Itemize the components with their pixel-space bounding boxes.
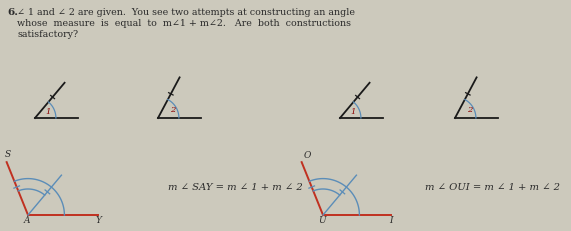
Text: A: A — [24, 216, 30, 225]
Text: Y: Y — [96, 216, 102, 225]
Text: U: U — [318, 216, 325, 225]
Text: O: O — [304, 151, 311, 160]
Text: 2: 2 — [170, 106, 175, 114]
Text: ∠ 1 and ∠ 2 are given.  You see two attempts at constructing an angle: ∠ 1 and ∠ 2 are given. You see two attem… — [17, 8, 355, 17]
Text: 1: 1 — [45, 108, 50, 116]
Text: S: S — [5, 150, 11, 159]
Text: 6.: 6. — [7, 8, 18, 17]
Text: m ∠ OUI = m ∠ 1 + m ∠ 2: m ∠ OUI = m ∠ 1 + m ∠ 2 — [425, 183, 560, 192]
Text: I: I — [389, 216, 392, 225]
Text: 1: 1 — [350, 108, 355, 116]
Text: m ∠ SAY = m ∠ 1 + m ∠ 2: m ∠ SAY = m ∠ 1 + m ∠ 2 — [168, 183, 303, 192]
Text: 2: 2 — [467, 106, 472, 114]
Text: whose  measure  is  equal  to  m∠1 + m∠2.   Are  both  constructions: whose measure is equal to m∠1 + m∠2. Are… — [17, 19, 351, 28]
Text: satisfactory?: satisfactory? — [17, 30, 78, 39]
